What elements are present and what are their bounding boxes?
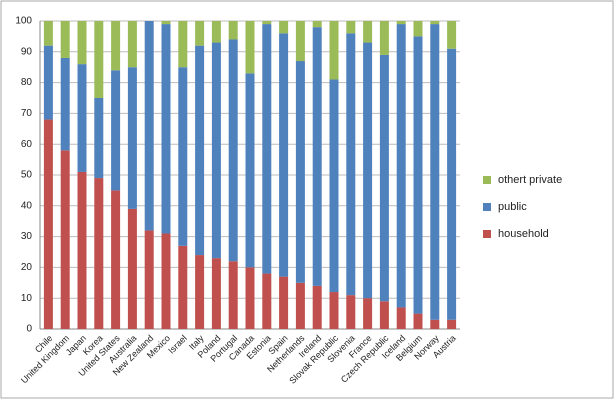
bar-segment [279, 276, 289, 329]
bar-segment [279, 33, 289, 277]
bar-segment [127, 208, 137, 329]
bar-segment [77, 64, 87, 172]
legend-label: public [498, 201, 527, 213]
bar-segment [245, 73, 255, 268]
bar-segment [94, 178, 104, 329]
bar-segment [161, 233, 171, 329]
bar-segment [430, 24, 440, 320]
bar-segment [111, 70, 121, 191]
bar-segment [60, 21, 70, 58]
bar-segment [228, 39, 238, 262]
bar-segment [211, 42, 221, 259]
bar-segment [346, 33, 356, 296]
bar-segment [245, 21, 255, 74]
bar-segment [430, 21, 440, 25]
y-tick-label: 10 [21, 293, 33, 304]
y-tick-label: 50 [21, 170, 33, 181]
y-tick-label: 20 [21, 262, 33, 273]
bar-segment [413, 21, 423, 37]
bar-segment [228, 21, 238, 40]
bar-segment [228, 261, 238, 329]
bar-segment [111, 21, 121, 71]
bar-segment [127, 67, 137, 209]
legend-label: household [498, 228, 549, 240]
bar-segment [379, 21, 389, 55]
bar-segment [447, 21, 457, 49]
y-tick-label: 30 [21, 231, 33, 242]
bar-segment [178, 245, 188, 329]
bar-segment [430, 319, 440, 329]
bar-segment [211, 258, 221, 329]
bar-segment [413, 313, 423, 329]
y-tick-label: 70 [21, 108, 33, 119]
bar-segment [60, 57, 70, 151]
bar-segment [43, 119, 53, 329]
bar-segment [363, 298, 373, 329]
bar-segment [295, 21, 305, 62]
bar-segment [195, 21, 205, 46]
bar-segment [111, 190, 121, 329]
bar-segment [144, 230, 154, 329]
y-tick-label: 60 [21, 139, 33, 150]
legend-swatch [483, 230, 491, 238]
bar-segment [379, 54, 389, 302]
bar-segment [295, 61, 305, 283]
legend-swatch [483, 203, 491, 211]
bar-segment [363, 21, 373, 43]
bar-segment [396, 307, 406, 329]
y-tick-label: 0 [26, 324, 32, 335]
bar-segment [94, 98, 104, 179]
bar-segment [178, 21, 188, 68]
bar-segment [312, 27, 322, 286]
bar-segment [447, 48, 457, 320]
bar-segment [43, 45, 53, 120]
bar-segment [161, 21, 171, 25]
bar-segment [329, 292, 339, 329]
bar-segment [279, 21, 289, 34]
bar-segment [329, 79, 339, 293]
y-tick-label: 80 [21, 77, 33, 88]
bar-segment [379, 301, 389, 329]
bar-segment [262, 21, 272, 25]
bar-segment [127, 21, 137, 68]
bar-segment [144, 21, 154, 231]
bar-segment [413, 36, 423, 314]
bar-segment [178, 67, 188, 246]
bar-segment [195, 255, 205, 329]
bar-segment [245, 267, 255, 329]
bar-segment [312, 21, 322, 28]
bar-segment [396, 24, 406, 308]
bar-segment [43, 21, 53, 46]
bar-segment [211, 21, 221, 43]
bar-segment [447, 319, 457, 329]
bar-segment [77, 171, 87, 329]
bar-segment [363, 42, 373, 299]
bar-segment [262, 273, 272, 329]
y-tick-label: 40 [21, 200, 33, 211]
bar-segment [346, 295, 356, 329]
bar-segment [77, 21, 87, 65]
bar-segment [94, 21, 104, 98]
bar-segment [329, 21, 339, 80]
bar-segment [312, 285, 322, 329]
bar-segment [346, 21, 356, 34]
bar-segment [60, 150, 70, 329]
bar-segment [396, 21, 406, 25]
legend-label: othert private [498, 174, 562, 186]
legend-swatch [483, 176, 491, 184]
bar-segment [161, 24, 171, 234]
bar-segment [295, 282, 305, 329]
bar-segment [262, 24, 272, 274]
bar-segment [195, 45, 205, 256]
y-tick-label: 100 [15, 16, 32, 27]
y-tick-label: 90 [21, 46, 33, 57]
